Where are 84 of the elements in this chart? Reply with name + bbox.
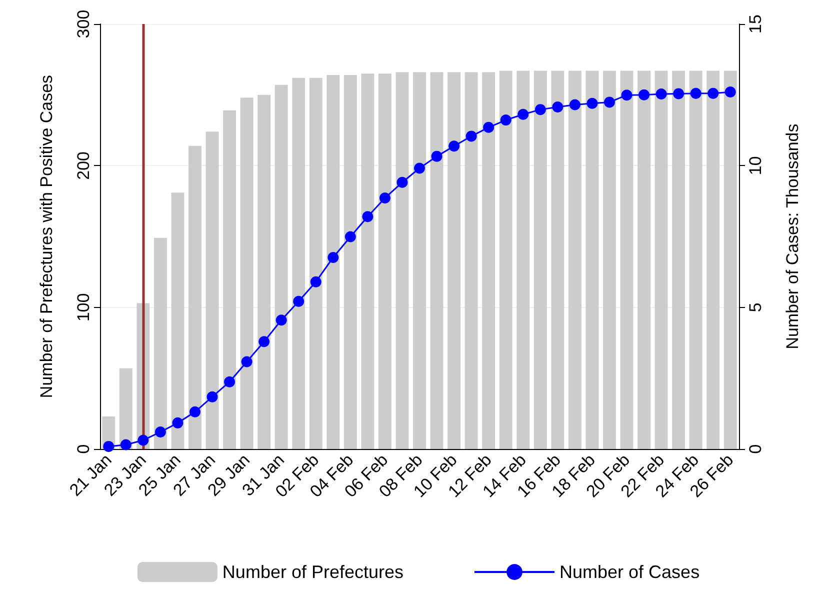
point	[293, 296, 304, 307]
bar	[396, 72, 409, 449]
point	[310, 276, 322, 288]
point	[724, 86, 736, 98]
bar	[378, 74, 392, 449]
bar	[654, 70, 668, 449]
point	[483, 122, 494, 133]
point	[258, 336, 270, 348]
bar	[534, 70, 547, 449]
point	[534, 104, 546, 116]
bar	[171, 192, 184, 449]
bar	[292, 78, 306, 449]
point	[206, 391, 218, 402]
y-tick-label: 300	[74, 10, 93, 38]
y-tick-label: 100	[74, 293, 93, 322]
point	[656, 88, 667, 100]
point	[708, 88, 719, 99]
legend-label: Number of Prefectures	[222, 562, 404, 582]
point	[154, 426, 166, 438]
point	[396, 176, 408, 188]
bar	[448, 72, 461, 449]
bar	[638, 70, 650, 449]
legend-label: Number of Cases	[560, 562, 700, 582]
point	[673, 88, 684, 100]
point	[120, 439, 132, 450]
y-tick-label: 0	[74, 444, 93, 454]
point	[328, 252, 339, 263]
point	[466, 130, 477, 142]
bar	[430, 72, 444, 449]
point	[690, 88, 702, 99]
point	[621, 90, 632, 101]
bar	[620, 70, 634, 449]
bar	[706, 70, 720, 449]
point	[276, 314, 287, 326]
bar	[602, 70, 616, 449]
point	[569, 99, 580, 110]
point	[638, 89, 650, 100]
bar	[361, 74, 374, 449]
point	[103, 440, 114, 452]
bar	[223, 110, 236, 449]
bar	[154, 238, 167, 449]
bar	[672, 70, 686, 449]
point	[586, 98, 598, 109]
bar	[482, 72, 496, 449]
y-tick-label: 200	[74, 151, 93, 180]
bar	[206, 132, 219, 449]
point	[414, 162, 425, 174]
point	[604, 96, 615, 108]
point	[552, 102, 564, 113]
point	[172, 417, 184, 428]
bar	[188, 146, 202, 449]
y2-tick-label: 5	[746, 302, 765, 312]
y2-tick-label: 15	[746, 14, 765, 34]
bar	[689, 70, 702, 449]
y2-axis-title: Number of Cases: Thousands	[783, 124, 802, 350]
point	[379, 192, 390, 204]
point	[138, 434, 149, 446]
bar	[551, 70, 564, 449]
bar	[586, 70, 599, 449]
point	[518, 108, 529, 120]
point	[500, 114, 512, 126]
point	[224, 376, 236, 388]
bar	[413, 72, 426, 449]
point	[362, 211, 374, 222]
point	[241, 356, 252, 368]
y2-tick-label: 0	[746, 444, 765, 454]
bar	[274, 84, 288, 449]
bar	[119, 368, 132, 449]
bar	[326, 75, 340, 449]
y2-tick-label: 10	[746, 156, 765, 176]
point	[431, 150, 442, 162]
bar	[499, 70, 512, 449]
bar	[516, 70, 530, 449]
point	[344, 231, 356, 242]
bar	[240, 98, 254, 449]
bar	[568, 70, 582, 449]
bar	[309, 78, 322, 449]
bar	[464, 72, 478, 449]
bar	[344, 75, 357, 449]
point	[190, 406, 200, 418]
point	[448, 140, 460, 152]
y-axis-title: Number of Prefectures with Positive Cases	[37, 74, 56, 398]
bar	[724, 70, 737, 449]
bar	[258, 94, 271, 449]
